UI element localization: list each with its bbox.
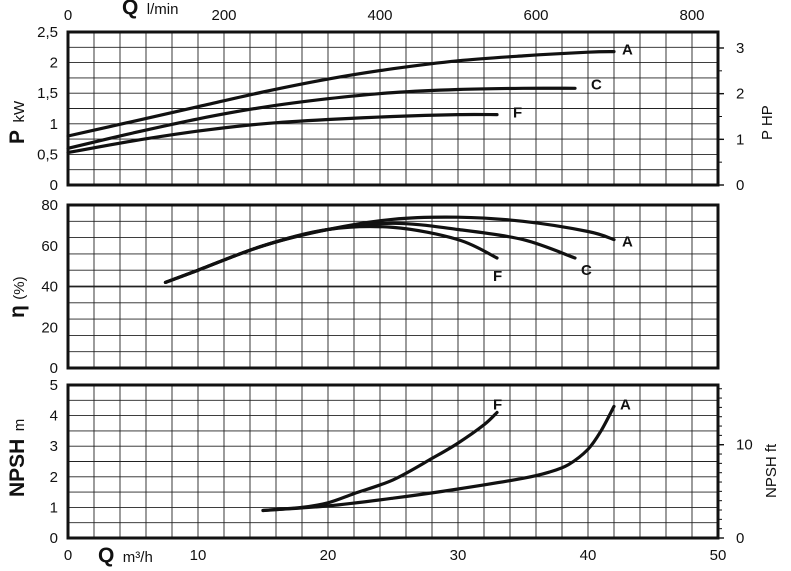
power-axis-p-label: P [6, 130, 29, 144]
npsh-left-tick: 1 [50, 499, 58, 516]
bottom-axis-tick: 0 [64, 547, 72, 564]
efficiency-curve-label-F: F [493, 268, 502, 285]
efficiency-axis-title: η (%) [6, 276, 29, 318]
power-right-tick: 2 [736, 86, 744, 103]
npsh-axis-unit-label: m [11, 419, 28, 432]
top-axis-tick: 600 [524, 7, 549, 24]
power-curve-label-C: C [591, 76, 602, 93]
power-left-tick: 1 [50, 116, 58, 133]
power-axis-title: P kW [6, 100, 29, 144]
efficiency-axis-unit-label: (%) [11, 276, 28, 299]
curves-layer [66, 50, 616, 513]
efficiency-curve-F [163, 224, 499, 284]
bottom-axis-title: Q m³/h [98, 544, 153, 567]
npsh-curve-label-F: F [493, 397, 502, 414]
efficiency-panel-frame [66, 203, 720, 370]
npsh-ft-axis-title: NPSH ft [763, 443, 780, 498]
efficiency-left-tick: 60 [41, 238, 58, 255]
npsh-left-tick: 4 [50, 408, 58, 425]
npsh-right-tick: 0 [736, 530, 744, 547]
top-axis-tick: 400 [367, 7, 392, 24]
npsh-curve-A [261, 404, 616, 513]
bottom-axis-tick: 20 [320, 547, 337, 564]
efficiency-left-tick: 20 [41, 319, 58, 336]
power-left-tick: 2,5 [37, 24, 58, 41]
efficiency-curve-label-C: C [581, 262, 592, 279]
grid-layer [68, 32, 718, 538]
power-left-tick: 0,5 [37, 146, 58, 163]
power-panel-frame [66, 30, 720, 187]
power-curve-F [66, 112, 499, 155]
power-left-tick: 2 [50, 55, 58, 72]
npsh-left-tick: 2 [50, 469, 58, 486]
top-axis-q-label: Q [122, 0, 138, 19]
npsh-curve-label-A: A [620, 396, 631, 413]
npsh-axis-title: NPSH m [6, 419, 29, 497]
efficiency-axis-eta-label: η [6, 305, 29, 318]
curve-labels-layer: A C F A C F A F [493, 42, 633, 414]
power-right-tick: 0 [736, 177, 744, 194]
npsh-right-tick: 10 [736, 437, 753, 454]
power-curve-A [66, 50, 616, 138]
bottom-axis-tick: 10 [190, 547, 207, 564]
top-axis-title: Q l/min [122, 0, 178, 19]
power-right-tick: 3 [736, 40, 744, 57]
bottom-axis-tick: 30 [450, 547, 467, 564]
efficiency-curve-C [163, 221, 577, 284]
power-left-tick: 0 [50, 177, 58, 194]
panel-frames-layer [66, 30, 720, 540]
efficiency-left-tick: 80 [41, 197, 58, 214]
npsh-left-tick: 3 [50, 438, 58, 455]
top-axis-tick: 800 [680, 7, 705, 24]
bottom-axis-q-label: Q [98, 544, 114, 567]
top-axis-tick: 0 [64, 7, 72, 24]
bottom-axis-unit-label: m³/h [123, 549, 153, 566]
power-curve-C [66, 86, 577, 150]
npsh-left-tick: 5 [50, 377, 58, 394]
bottom-axis-tick: 50 [710, 547, 727, 564]
npsh-panel-frame [66, 383, 720, 540]
power-curve-label-F: F [513, 105, 522, 122]
tick-labels-layer: 0 200 400 600 80000,511,522,5020406080012345… [37, 7, 753, 564]
top-axis-tick: 200 [211, 7, 236, 24]
npsh-curve-F [261, 410, 499, 513]
power-hp-axis-title: P HP [759, 105, 776, 140]
npsh-axis-npsh-label: NPSH [6, 439, 29, 497]
power-axis-unit-label: kW [11, 100, 28, 123]
efficiency-curve-label-A: A [622, 234, 633, 251]
bottom-axis-tick: 40 [580, 547, 597, 564]
npsh-left-tick: 0 [50, 530, 58, 547]
power-curve-label-A: A [622, 42, 633, 59]
power-right-tick: 1 [736, 131, 744, 148]
efficiency-left-tick: 40 [41, 279, 58, 296]
top-axis-unit-label: l/min [147, 1, 179, 18]
efficiency-left-tick: 0 [50, 360, 58, 377]
power-left-tick: 1,5 [37, 85, 58, 102]
